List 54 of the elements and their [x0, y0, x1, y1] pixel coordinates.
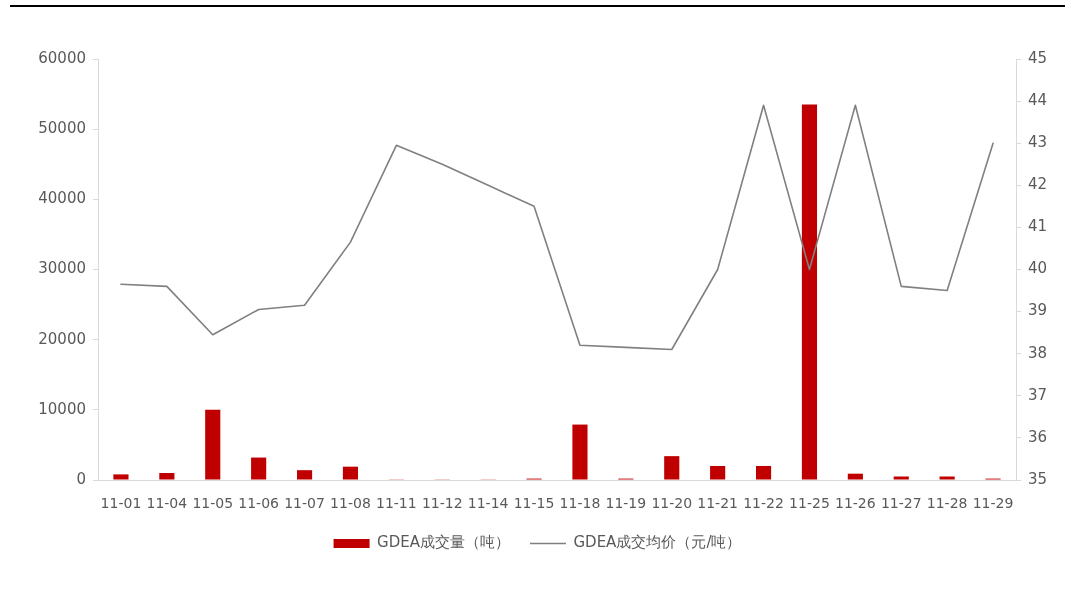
- y-tick-label: 10000: [38, 399, 86, 418]
- x-tick-label: 11-11: [376, 495, 417, 512]
- x-tick-label: 11-06: [238, 495, 280, 512]
- bar: [159, 472, 175, 480]
- bar: [801, 104, 818, 480]
- y-tick-label: 0: [76, 469, 86, 488]
- y2-tick-label: 36: [1028, 427, 1048, 446]
- bar: [572, 424, 588, 480]
- bar: [296, 470, 313, 480]
- bar: [710, 465, 726, 480]
- x-tick-label: 11-01: [100, 495, 142, 512]
- x-tick-label: 11-08: [330, 495, 371, 512]
- bar: [847, 473, 863, 480]
- y2-tick-label: 40: [1028, 259, 1048, 278]
- bar: [939, 476, 955, 480]
- y2-tick-label: 35: [1028, 469, 1048, 488]
- x-tick-label: 11-07: [284, 495, 325, 512]
- x-tick-label: 11-25: [789, 495, 830, 512]
- y-tick-label: 40000: [38, 189, 86, 208]
- y2-tick-label: 39: [1028, 301, 1048, 320]
- y2-tick-label: 37: [1028, 385, 1048, 404]
- x-tick-label: 11-19: [605, 495, 647, 512]
- bar: [755, 465, 772, 480]
- legend-label: GDEA成交均价（元/吨）: [573, 533, 742, 552]
- x-tick-label: 11-27: [880, 495, 922, 512]
- x-tick-label: 11-26: [835, 495, 876, 512]
- x-tick-label: 11-04: [146, 495, 188, 512]
- x-tick-label: 11-20: [651, 495, 693, 512]
- x-tick-label: 11-29: [972, 495, 1014, 512]
- bar: [893, 476, 909, 480]
- x-tick-label: 11-22: [743, 495, 784, 512]
- bar: [113, 474, 129, 480]
- x-tick-label: 11-18: [559, 495, 601, 512]
- y2-tick-label: 38: [1028, 343, 1048, 362]
- x-tick-label: 11-28: [926, 495, 968, 512]
- y2-tick-label: 44: [1028, 90, 1048, 109]
- y-tick-label: 50000: [38, 119, 86, 138]
- y-tick-label: 20000: [38, 329, 86, 348]
- x-tick-label: 11-21: [697, 495, 738, 512]
- y-tick-label: 60000: [38, 48, 86, 67]
- x-tick-label: 11-15: [513, 495, 555, 512]
- bar: [664, 456, 680, 480]
- y2-tick-label: 41: [1028, 217, 1048, 236]
- bar: [205, 409, 221, 480]
- x-tick-label: 11-14: [467, 495, 509, 512]
- x-tick-label: 11-12: [421, 495, 463, 512]
- legend-label: GDEA成交量（吨）: [377, 533, 510, 552]
- y-tick-label: 30000: [38, 259, 86, 278]
- y2-tick-label: 42: [1028, 175, 1048, 194]
- y2-tick-label: 43: [1028, 133, 1048, 152]
- y2-tick-label: 45: [1028, 48, 1048, 67]
- x-tick-label: 11-05: [192, 495, 234, 512]
- bar: [251, 457, 267, 480]
- bar: [342, 466, 359, 480]
